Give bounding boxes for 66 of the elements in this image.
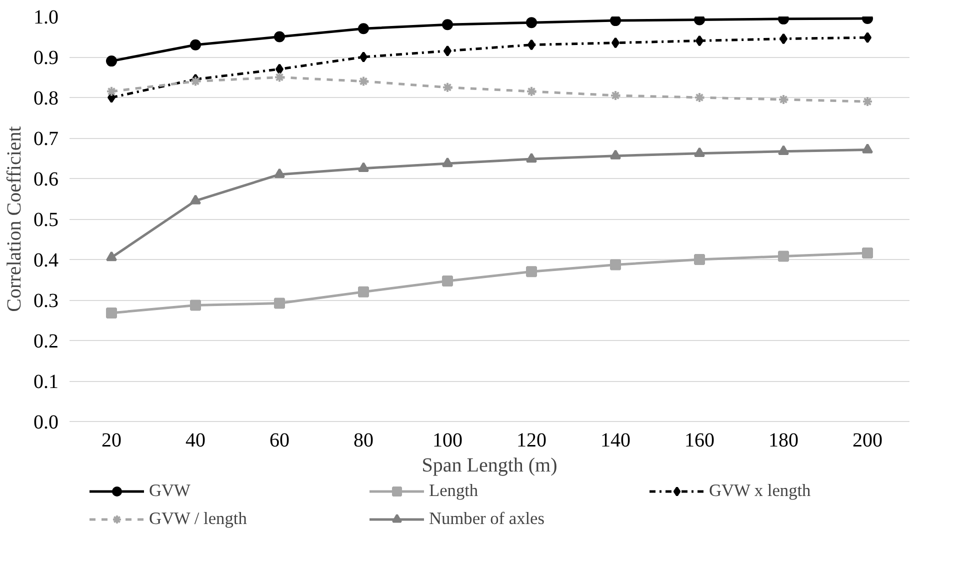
point [442,157,453,168]
legend-label: GVW x length [709,481,812,501]
point [778,145,789,155]
x-tick-label: 120 [516,430,546,452]
point [862,248,873,259]
y-tick-label: 0.2 [34,330,58,352]
point [442,82,453,93]
y-axis-title: Correlation Coefficient [4,126,26,312]
point [442,275,453,286]
point [274,168,285,178]
point [694,147,705,157]
point [694,92,705,103]
x-tick-label: 160 [684,430,714,452]
point [358,76,369,87]
point [862,144,873,154]
x-tick-label: 140 [600,430,630,452]
y-tick-label: 0.8 [34,88,58,110]
point [106,251,117,262]
point [190,39,201,50]
point [610,259,621,270]
point [274,298,285,309]
y-tick-label: 0.0 [34,412,58,434]
y-tick-label: 0.1 [34,371,58,393]
x-tick-label: 20 [102,430,122,452]
y-tick-label: 0.4 [34,250,58,272]
x-tick-label: 100 [432,430,462,452]
point [778,94,789,106]
point [360,52,368,62]
point [526,266,537,278]
point [442,19,453,30]
x-tick-label: 200 [852,430,882,452]
legend-label: Length [429,481,480,501]
point [190,300,201,311]
point [106,56,117,67]
y-tick-label: 0.5 [34,209,58,231]
y-tick-label: 0.6 [34,168,58,190]
point [526,86,537,97]
point [106,307,117,318]
x-tick-label: 40 [186,430,206,452]
point [358,286,369,298]
point [526,152,537,163]
y-tick-label: 0.9 [34,47,58,69]
point [694,254,705,265]
point [274,31,285,42]
x-tick-label: 180 [768,430,798,452]
point [106,86,117,97]
point [778,250,789,262]
point [526,17,537,28]
x-tick-label: 60 [270,430,290,452]
point [862,96,873,108]
point [694,16,705,26]
x-axis-title: Span Length (m) [422,454,558,476]
point [358,23,369,34]
point [610,90,621,101]
y-tick-label: 0.3 [34,290,58,312]
point [358,162,369,172]
point [610,150,621,160]
point [190,194,201,204]
y-tick-label: 1.0 [34,6,58,28]
legend-label: GVW / length [149,509,248,529]
x-tick-label: 80 [354,430,374,452]
point [274,72,285,83]
y-tick-label: 0.7 [34,128,58,150]
legend-label: Number of axles [429,509,546,529]
legend-label: GVW [149,481,192,501]
point [610,16,621,26]
